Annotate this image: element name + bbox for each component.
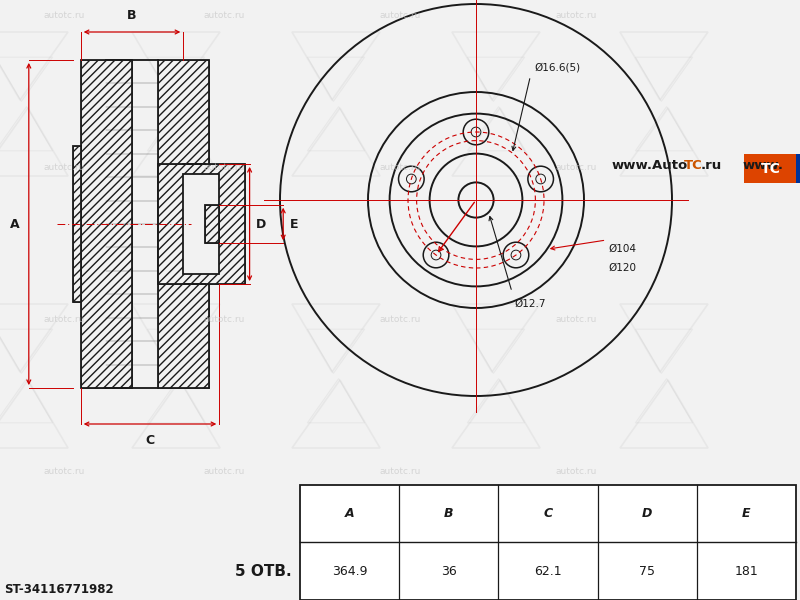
Bar [205, 205, 219, 243]
Bar [158, 164, 245, 284]
Bar [81, 60, 132, 388]
Text: autotc.ru: autotc.ru [203, 316, 245, 325]
Bar [73, 146, 81, 302]
Bar [205, 205, 219, 243]
Text: B: B [444, 507, 454, 520]
Bar [300, 485, 796, 600]
Text: Ø12.7: Ø12.7 [514, 298, 546, 308]
Text: 62.1: 62.1 [534, 565, 562, 578]
Text: 75: 75 [639, 565, 655, 578]
Text: www.: www. [743, 159, 784, 172]
Bar [73, 146, 81, 302]
Text: autotc.ru: autotc.ru [379, 316, 421, 325]
Text: D: D [256, 217, 266, 230]
Text: autotc.ru: autotc.ru [555, 163, 597, 173]
Text: Ø104: Ø104 [609, 244, 637, 254]
Text: A: A [345, 507, 354, 520]
Bar [158, 60, 209, 388]
Text: www.Auto: www.Auto [612, 159, 688, 172]
Text: autotc.ru: autotc.ru [379, 467, 421, 476]
Text: autotc.ru: autotc.ru [379, 163, 421, 173]
Text: 181: 181 [734, 565, 758, 578]
Text: 36: 36 [441, 565, 457, 578]
Bar [183, 173, 219, 274]
Text: autotc.ru: autotc.ru [43, 163, 85, 173]
Bar [158, 164, 245, 284]
Text: autotc.ru: autotc.ru [379, 11, 421, 20]
Text: Ø120: Ø120 [609, 262, 637, 272]
Text: 364.9: 364.9 [332, 565, 367, 578]
Text: autotc.ru: autotc.ru [203, 467, 245, 476]
Text: TC: TC [684, 159, 702, 172]
Text: TC: TC [761, 161, 780, 176]
Text: autotc.ru: autotc.ru [555, 316, 597, 325]
Bar [81, 60, 132, 388]
Text: E: E [742, 507, 750, 520]
Text: C: C [146, 434, 154, 446]
Bar [158, 60, 209, 388]
Text: D: D [642, 507, 652, 520]
Text: B: B [127, 10, 137, 22]
Text: autotc.ru: autotc.ru [203, 163, 245, 173]
Bar [796, 154, 800, 183]
Text: Ø16.6(5): Ø16.6(5) [534, 62, 581, 72]
Bar [744, 154, 796, 183]
Text: C: C [543, 507, 553, 520]
Text: autotc.ru: autotc.ru [203, 11, 245, 20]
Text: A: A [10, 217, 19, 230]
Text: 5 ОТВ.: 5 ОТВ. [235, 564, 292, 578]
Text: autotc.ru: autotc.ru [43, 316, 85, 325]
Text: autotc.ru: autotc.ru [555, 11, 597, 20]
Text: autotc.ru: autotc.ru [43, 467, 85, 476]
Text: autotc.ru: autotc.ru [43, 11, 85, 20]
Text: .ru: .ru [701, 159, 722, 172]
Text: ST-34116771982: ST-34116771982 [4, 583, 114, 596]
Text: autotc.ru: autotc.ru [555, 467, 597, 476]
Text: E: E [290, 217, 298, 230]
